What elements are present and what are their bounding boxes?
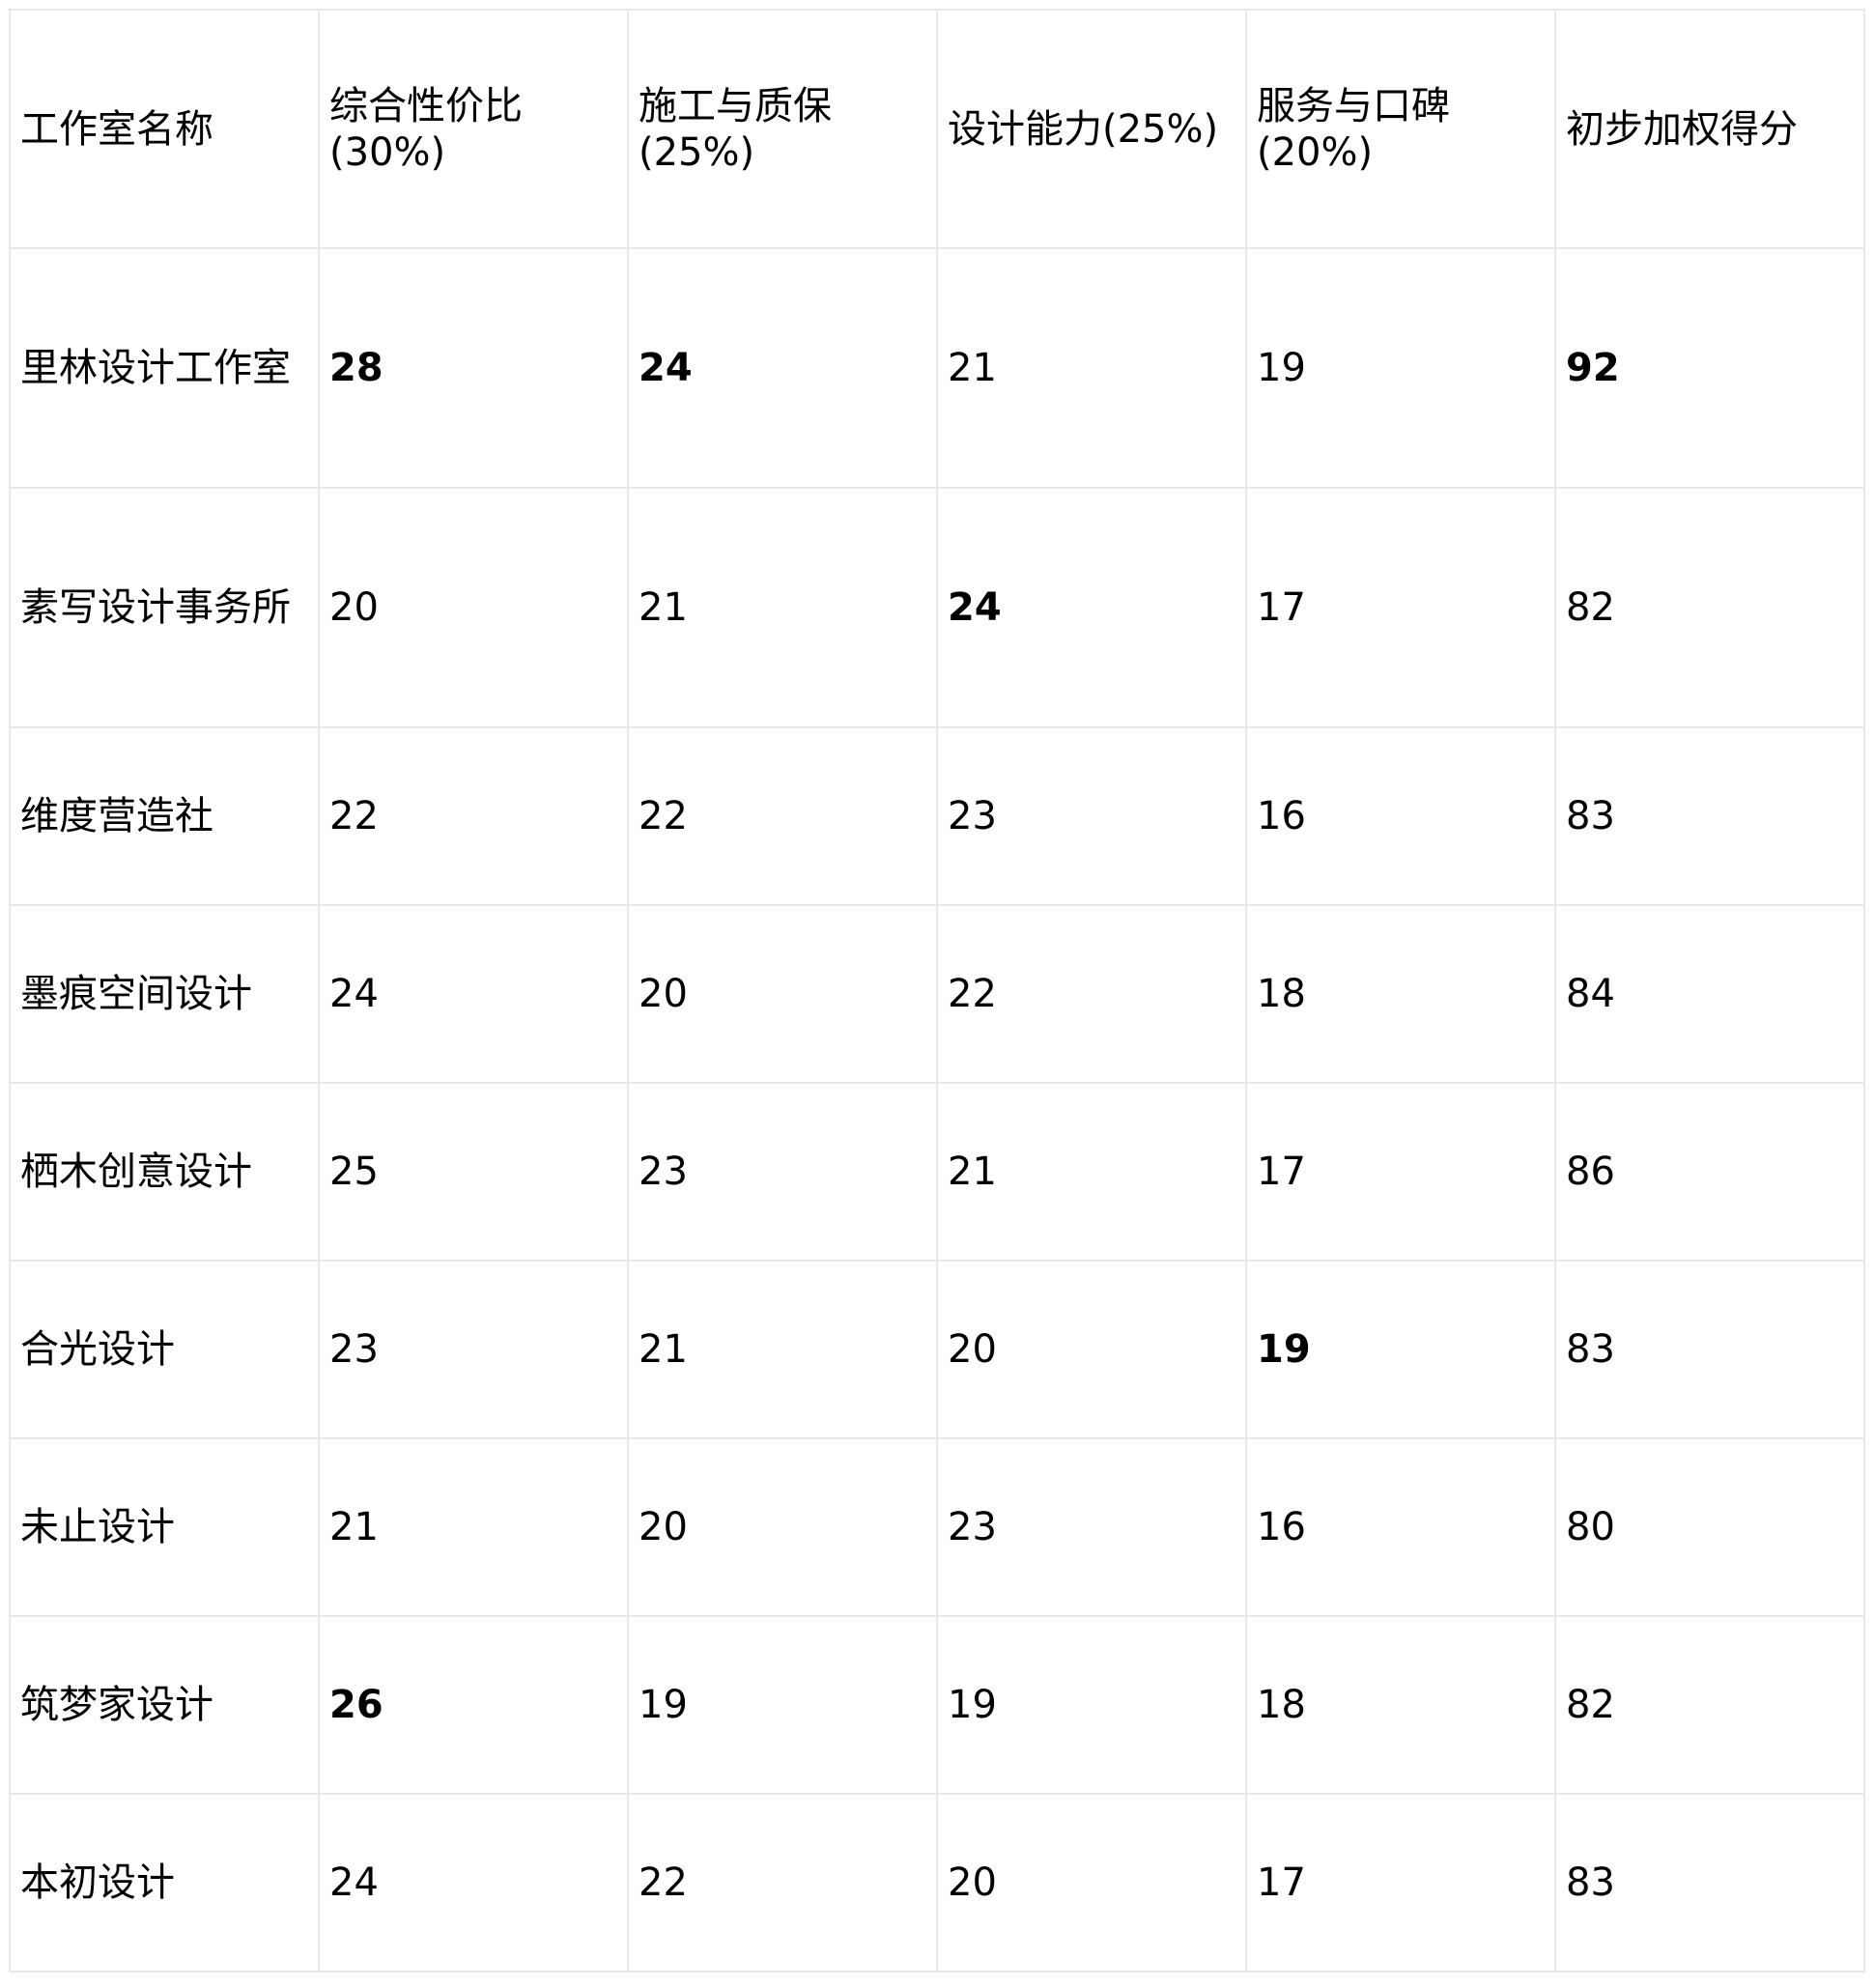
weighted-score: 82: [1554, 1615, 1865, 1795]
service-score: 18: [1245, 1615, 1556, 1795]
design-score: 20: [936, 1793, 1247, 1973]
table-row: 未止设计 21 20 23 16 80: [9, 1437, 1865, 1617]
weighted-score: 80: [1554, 1437, 1865, 1617]
value-score: 24: [318, 1793, 629, 1973]
weighted-score: 83: [1554, 726, 1865, 906]
design-score: 21: [936, 1082, 1247, 1262]
design-score: 21: [936, 247, 1247, 489]
studio-name: 栖木创意设计: [9, 1082, 320, 1262]
table-row: 筑梦家设计 26 19 19 18 82: [9, 1615, 1865, 1795]
studio-name: 合光设计: [9, 1260, 320, 1439]
header-weighted-score: 初步加权得分: [1554, 9, 1865, 249]
service-score: 17: [1245, 487, 1556, 728]
service-score: 19: [1245, 1260, 1556, 1439]
service-score: 16: [1245, 726, 1556, 906]
construction-score: 22: [627, 726, 938, 906]
value-score: 20: [318, 487, 629, 728]
studio-name: 本初设计: [9, 1793, 320, 1973]
table-row: 维度营造社 22 22 23 16 83: [9, 726, 1865, 906]
studio-name: 未止设计: [9, 1437, 320, 1617]
design-score: 22: [936, 904, 1247, 1084]
table-row: 墨痕空间设计 24 20 22 18 84: [9, 904, 1865, 1084]
studio-name: 维度营造社: [9, 726, 320, 906]
design-score: 24: [936, 487, 1247, 728]
service-score: 17: [1245, 1082, 1556, 1262]
construction-score: 21: [627, 1260, 938, 1439]
value-score: 28: [318, 247, 629, 489]
value-score: 25: [318, 1082, 629, 1262]
design-score: 23: [936, 1437, 1247, 1617]
service-score: 17: [1245, 1793, 1556, 1973]
construction-score: 23: [627, 1082, 938, 1262]
score-table: 工作室名称 综合性价比(30%) 施工与质保(25%) 设计能力(25%) 服务与口碑(…: [9, 9, 1865, 1973]
table-row: 素写设计事务所 20 21 24 17 82: [9, 487, 1865, 728]
service-score: 18: [1245, 904, 1556, 1084]
value-score: 22: [318, 726, 629, 906]
service-score: 16: [1245, 1437, 1556, 1617]
header-studio-name: 工作室名称: [9, 9, 320, 249]
header-value: 综合性价比(30%): [318, 9, 629, 249]
weighted-score: 84: [1554, 904, 1865, 1084]
header-construction: 施工与质保(25%): [627, 9, 938, 249]
construction-score: 22: [627, 1793, 938, 1973]
value-score: 23: [318, 1260, 629, 1439]
value-score: 21: [318, 1437, 629, 1617]
weighted-score: 83: [1554, 1260, 1865, 1439]
studio-name: 筑梦家设计: [9, 1615, 320, 1795]
studio-name: 里林设计工作室: [9, 247, 320, 489]
table-row: 本初设计 24 22 20 17 83: [9, 1793, 1865, 1973]
weighted-score: 86: [1554, 1082, 1865, 1262]
studio-name: 墨痕空间设计: [9, 904, 320, 1084]
service-score: 19: [1245, 247, 1556, 489]
construction-score: 20: [627, 904, 938, 1084]
table-row: 合光设计 23 21 20 19 83: [9, 1260, 1865, 1439]
weighted-score: 92: [1554, 247, 1865, 489]
weighted-score: 82: [1554, 487, 1865, 728]
header-design: 设计能力(25%): [936, 9, 1247, 249]
header-row: 工作室名称 综合性价比(30%) 施工与质保(25%) 设计能力(25%) 服务与口碑(…: [9, 9, 1865, 249]
design-score: 23: [936, 726, 1247, 906]
construction-score: 24: [627, 247, 938, 489]
construction-score: 21: [627, 487, 938, 728]
design-score: 19: [936, 1615, 1247, 1795]
table-row: 里林设计工作室 28 24 21 19 92: [9, 247, 1865, 489]
value-score: 24: [318, 904, 629, 1084]
value-score: 26: [318, 1615, 629, 1795]
construction-score: 19: [627, 1615, 938, 1795]
studio-name: 素写设计事务所: [9, 487, 320, 728]
header-service: 服务与口碑(20%): [1245, 9, 1556, 249]
weighted-score: 83: [1554, 1793, 1865, 1973]
construction-score: 20: [627, 1437, 938, 1617]
table-row: 栖木创意设计 25 23 21 17 86: [9, 1082, 1865, 1262]
design-score: 20: [936, 1260, 1247, 1439]
